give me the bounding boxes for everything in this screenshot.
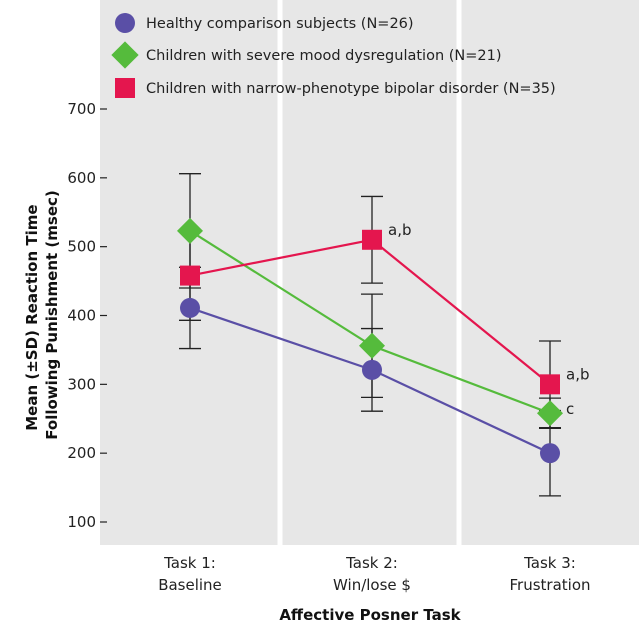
x-category-label-line2: Win/lose $ — [333, 576, 411, 594]
y-axis-title-line-2: Following Punishment (msec) — [43, 190, 61, 439]
data-point-diamond — [537, 400, 563, 427]
y-tick-label: 400 — [67, 307, 96, 325]
data-point-circle — [180, 297, 200, 318]
y-tick-label: 100 — [67, 513, 96, 531]
y-axis-title-line-1: Mean (±SD) Reaction Time — [23, 204, 41, 430]
x-category-label-line1: Task 1: — [163, 554, 216, 572]
legend-label: Healthy comparison subjects (N=26) — [146, 16, 414, 32]
legend-label: Children with severe mood dysregulation … — [146, 48, 502, 64]
data-point-square — [540, 374, 560, 395]
x-category-label-line1: Task 2: — [345, 554, 398, 572]
legend: Healthy comparison subjects (N=26) Childr… — [111, 13, 556, 98]
legend-item-2: Children with severe mood dysregulation … — [111, 41, 502, 69]
data-point-square — [180, 265, 200, 286]
legend-label: Children with narrow-phenotype bipolar d… — [146, 81, 556, 97]
data-point-circle — [362, 359, 382, 380]
legend-item-3: Children with narrow-phenotype bipolar d… — [115, 78, 556, 98]
legend-item-1: Healthy comparison subjects (N=26) — [115, 13, 414, 33]
x-axis-category-labels: Task 1: Baseline Task 2: Win/lose $ Task 3: F… — [158, 554, 590, 594]
y-tick-label: 500 — [67, 238, 96, 256]
data-point-circle — [540, 443, 560, 464]
x-category-label-line2: Baseline — [158, 576, 222, 594]
y-tick-label: 700 — [67, 100, 96, 118]
legend-marker-square — [115, 78, 135, 98]
y-tick-label: 600 — [67, 169, 96, 187]
series-markers — [177, 217, 563, 464]
data-annotations: c a,b a,b — [388, 221, 589, 418]
data-annotation: a,b — [388, 221, 411, 239]
legend-marker-diamond — [111, 41, 139, 69]
data-annotation: a,b — [566, 365, 589, 383]
y-tick-label: 300 — [67, 375, 96, 393]
data-point-diamond — [359, 332, 385, 359]
y-tick-label: 200 — [67, 444, 96, 462]
x-axis-title: Affective Posner Task — [279, 606, 461, 624]
x-category-label-line1: Task 3: — [523, 554, 576, 572]
y-axis-title: Mean (±SD) Reaction Time Following Punis… — [23, 190, 61, 439]
category-separators — [277, 0, 462, 545]
x-category-label-line2: Frustration — [510, 576, 591, 594]
data-annotation: c — [566, 400, 574, 418]
data-point-diamond — [177, 217, 203, 244]
data-point-square — [362, 229, 382, 250]
y-axis-ticks: 100 200 300 400 500 600 700 — [67, 100, 107, 531]
legend-marker-circle — [115, 13, 135, 33]
